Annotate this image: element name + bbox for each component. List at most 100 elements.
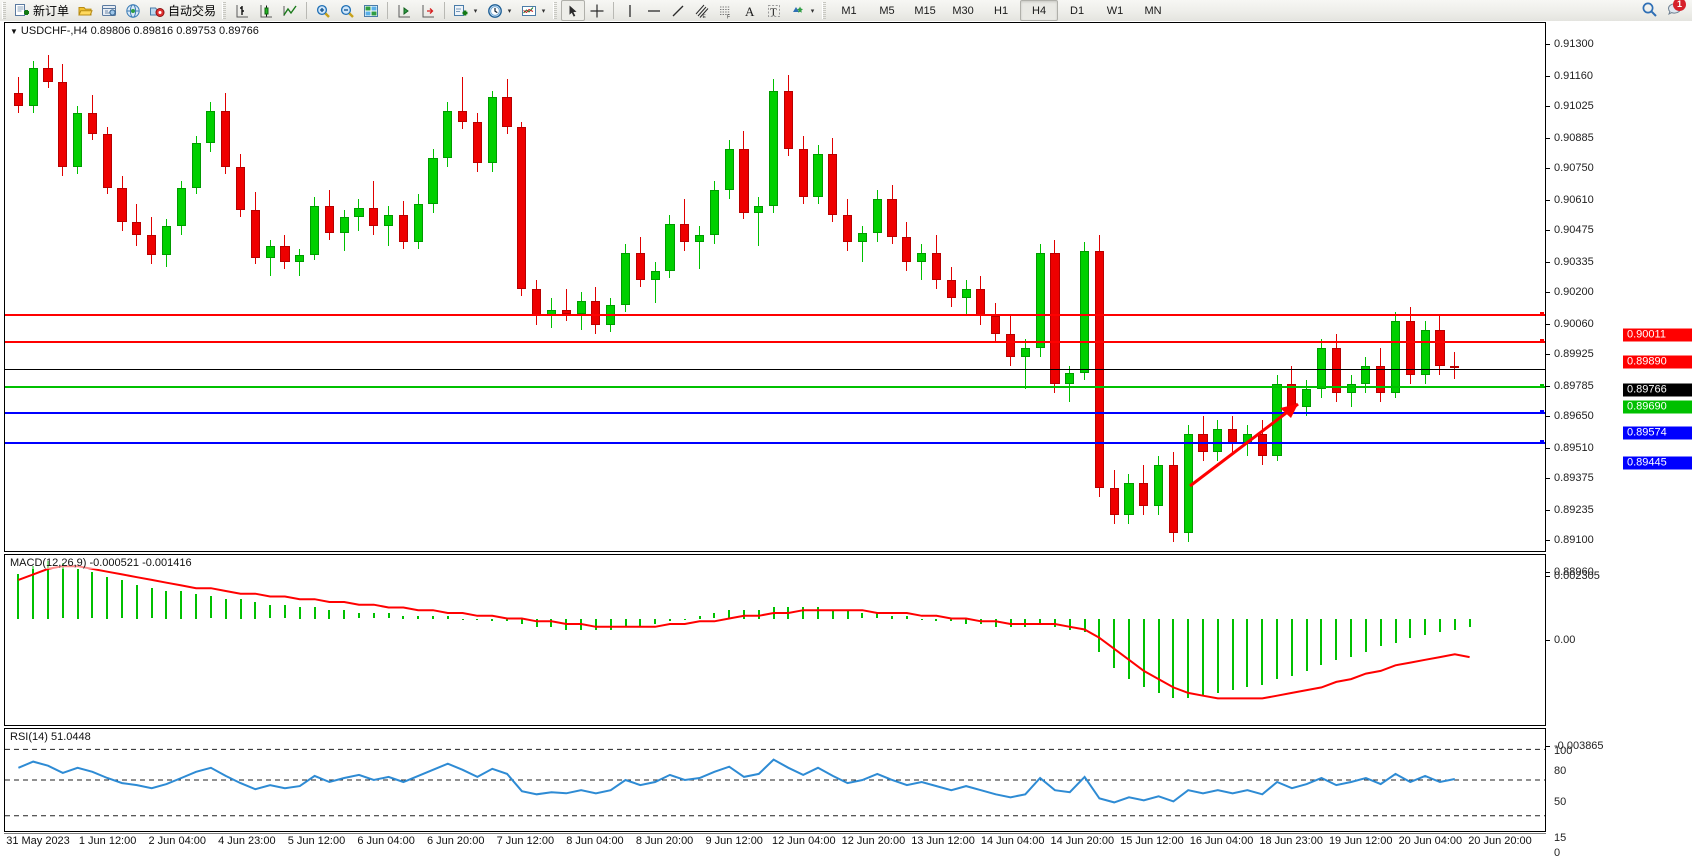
toolbar-grip-3[interactable] [553, 2, 558, 19]
vertical-line-tool[interactable] [618, 0, 642, 21]
navigator-button[interactable] [121, 0, 145, 21]
price-tick-mark [1546, 572, 1550, 573]
shapes-tool[interactable]: ▾ [786, 0, 820, 21]
timeframe-m1[interactable]: M1 [841, 4, 857, 17]
candle-wick [565, 289, 567, 321]
macd-histogram-bar [1053, 618, 1056, 627]
vertical-line-icon [622, 3, 638, 19]
macd-histogram-bar [550, 618, 553, 627]
macd-histogram-bar [846, 610, 849, 619]
bar-chart-button[interactable] [230, 0, 254, 21]
chevron-down-icon-3[interactable]: ▾ [541, 7, 546, 15]
candle-body [147, 235, 157, 256]
line-chart-button[interactable] [278, 0, 302, 21]
macd-histogram-bar [905, 615, 908, 619]
text-tool[interactable]: A [738, 0, 762, 21]
price-level-line-support-upper[interactable] [5, 412, 1545, 415]
horizontal-line-tool[interactable] [642, 0, 666, 21]
macd-pane[interactable]: MACD(12,26,9) -0.000521 -0.001416 [4, 554, 1546, 726]
candle-body [1450, 365, 1460, 369]
timeframe-h1[interactable]: H1 [994, 4, 1009, 17]
timeframe-mn[interactable]: MN [1144, 4, 1162, 17]
price-level-line-resistance-upper[interactable] [5, 313, 1545, 316]
candle-body [1168, 465, 1178, 533]
macd-histogram-bar [446, 615, 449, 619]
macd-histogram-bar [387, 612, 390, 619]
macd-histogram-bar [1335, 618, 1338, 660]
data-window-button[interactable] [97, 0, 121, 21]
chart-shift-button[interactable] [416, 0, 440, 21]
toolbar-grip[interactable] [2, 2, 6, 19]
data-window-icon [101, 3, 117, 19]
date-tick-label: 31 May 2023 [6, 835, 70, 847]
timeframe-w1[interactable]: W1 [1106, 4, 1124, 17]
chevron-down-icon[interactable]: ▾ [473, 7, 478, 15]
zoom-in-button[interactable] [311, 0, 335, 21]
candle-body [887, 199, 897, 238]
notifications-icon[interactable]: 1 [1666, 0, 1686, 21]
rsi-pane[interactable]: RSI(14) 51.0448 [4, 728, 1546, 832]
price-level-label-resistance-lower[interactable]: 0.89890 [1623, 355, 1692, 369]
timeframe-m30[interactable]: M30 [952, 4, 974, 17]
timeframe-m15[interactable]: M15 [914, 4, 936, 17]
price-level-label-support-upper[interactable]: 0.89574 [1623, 426, 1692, 440]
svg-text:F: F [727, 14, 730, 19]
candlestick-chart-button[interactable] [254, 0, 278, 21]
channel-icon: E [694, 3, 710, 20]
price-level-line-current-price[interactable] [5, 369, 1545, 371]
crosshair-tool[interactable] [585, 0, 609, 21]
timeframe-m5[interactable]: M5 [879, 4, 895, 17]
candle-body [443, 111, 453, 159]
date-axis[interactable]: 31 May 2023 1 Jun 12:00 2 Jun 04:00 4 Jun 2… [4, 833, 1546, 850]
candle-body [13, 92, 23, 107]
chart-area[interactable]: ▼ USDCHF-,H4 0.89806 0.89816 0.89753 0.89… [0, 21, 1692, 859]
macd-histogram-bar [61, 563, 64, 619]
price-level-line-entry-level[interactable] [5, 386, 1545, 389]
candle-body [931, 253, 942, 281]
price-level-line-support-lower[interactable] [5, 441, 1545, 444]
trendline-tool[interactable] [666, 0, 690, 21]
templates-button[interactable]: ▾ [517, 0, 551, 21]
period-button[interactable]: ▾ [483, 0, 517, 21]
zoom-out-button[interactable] [335, 0, 359, 21]
equidistant-channel-tool[interactable]: E [690, 0, 714, 21]
autotrading-button[interactable]: 自动交易 [145, 0, 220, 21]
price-pane[interactable]: ▼ USDCHF-,H4 0.89806 0.89816 0.89753 0.89… [4, 22, 1546, 552]
toolbar-grip-2[interactable] [222, 2, 227, 19]
macd-histogram-bar [713, 612, 716, 619]
price-level-label-entry-level[interactable]: 0.89690 [1623, 400, 1692, 414]
price-level-label-current-price[interactable]: 0.89766 [1623, 383, 1692, 397]
chevron-down-icon-2[interactable]: ▾ [507, 7, 512, 15]
indicators-button[interactable]: ▾ [449, 0, 483, 21]
candle-body [221, 111, 231, 168]
candle-body [458, 111, 468, 123]
fibonacci-tool[interactable]: F [714, 0, 738, 21]
label-tool[interactable]: T [762, 0, 786, 21]
price-axis[interactable]: 0.91300 0.91160 0.91025 0.90885 0.90750 0.906… [1546, 38, 1692, 578]
price-level-line-resistance-lower[interactable] [5, 341, 1545, 344]
new-order-button[interactable]: 新订单 [10, 0, 73, 21]
chevron-down-icon-4[interactable]: ▾ [810, 7, 815, 15]
expert-advisors-button[interactable] [73, 0, 97, 21]
toolbar-grip-4[interactable] [822, 2, 827, 19]
toolbar-separator-3 [444, 2, 446, 19]
cursor-tool[interactable] [561, 0, 586, 21]
price-level-label-resistance-upper[interactable]: 0.90011 [1623, 328, 1692, 342]
candle-body [976, 289, 986, 317]
search-icon[interactable] [1641, 1, 1658, 21]
macd-histogram-bar [1127, 618, 1130, 680]
date-tick-label: 1 Jun 12:00 [78, 835, 137, 847]
candle-wick [965, 280, 967, 317]
rsi-line [5, 748, 1545, 817]
collapse-icon[interactable]: ▼ [10, 27, 18, 36]
date-tick-label: 6 Jun 20:00 [426, 835, 485, 847]
auto-scroll-button[interactable] [392, 0, 416, 21]
tile-windows-button[interactable] [359, 0, 383, 21]
candle-body [413, 203, 423, 242]
candle-wick [299, 248, 301, 276]
macd-tick-mark [1546, 746, 1550, 747]
timeframe-h4[interactable]: H4 [1020, 0, 1059, 21]
macd-axis: 0.002305 0.00 -0.003865 [1546, 570, 1692, 752]
timeframe-d1[interactable]: D1 [1070, 4, 1085, 17]
price-level-label-support-lower[interactable]: 0.89445 [1623, 456, 1692, 470]
